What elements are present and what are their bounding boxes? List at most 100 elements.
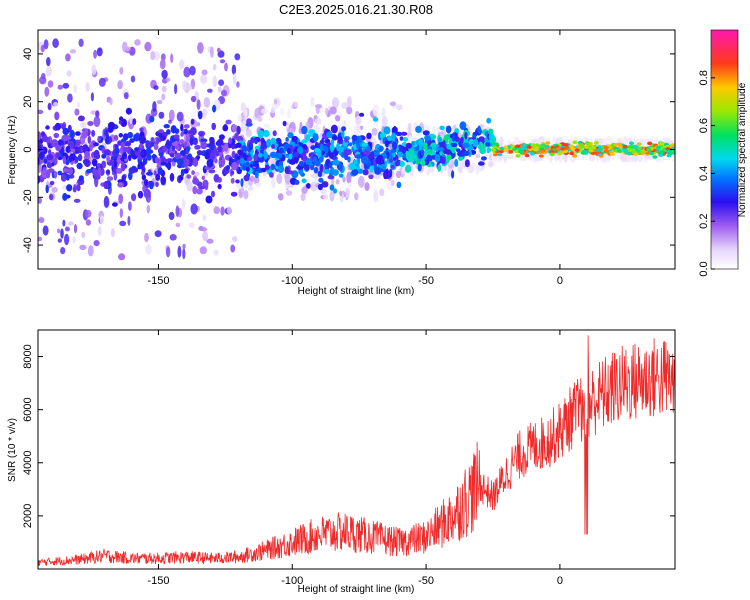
spectral-blob <box>130 148 134 157</box>
spectrogram-x-axis-label: Height of straight line (km) <box>298 286 415 297</box>
spectral-blob <box>76 101 81 108</box>
spectral-blob <box>629 141 634 145</box>
spectral-blob <box>182 80 187 91</box>
spectral-blob <box>197 110 203 120</box>
spectral-blob <box>42 225 49 236</box>
spectral-blob <box>252 160 259 168</box>
spectral-blob <box>192 177 200 185</box>
spectral-blob <box>253 153 258 162</box>
spectral-blob <box>539 144 545 148</box>
spectral-blob <box>145 191 152 203</box>
spectral-blob <box>373 174 381 180</box>
spectral-blob <box>51 186 58 193</box>
spectral-blob <box>347 96 352 108</box>
spectral-blob <box>464 159 470 168</box>
spectral-blob <box>323 169 331 174</box>
spectral-blob <box>73 224 78 234</box>
spectral-blob <box>616 149 622 153</box>
spectral-blob <box>197 42 204 54</box>
spectral-blob <box>270 163 276 170</box>
spectral-blob <box>62 127 70 136</box>
spectral-blob <box>131 193 137 202</box>
spectral-blob <box>425 154 433 162</box>
spectral-blob <box>399 136 404 141</box>
spectral-blob <box>213 206 220 215</box>
spectral-blob <box>157 167 163 175</box>
spectral-blob <box>522 151 528 156</box>
spectral-blob <box>166 139 170 148</box>
spectral-blob <box>161 93 166 101</box>
spectral-blob <box>670 153 675 163</box>
spectral-blob <box>286 147 291 155</box>
spectral-blob <box>68 156 73 163</box>
spectral-blob <box>327 175 335 180</box>
spectral-blob <box>225 165 231 171</box>
spectral-blob <box>117 182 124 188</box>
spectral-blob <box>417 163 422 172</box>
spectral-blob <box>333 188 338 194</box>
spectral-blob <box>301 125 308 135</box>
spectral-blob <box>207 88 213 93</box>
spectral-blob <box>262 129 270 138</box>
spectral-blob <box>206 238 214 244</box>
spectral-blob <box>593 141 599 145</box>
spectral-blob <box>113 162 117 168</box>
spectral-blob <box>468 138 474 145</box>
spectral-blob <box>177 158 184 166</box>
spectral-blob <box>602 156 607 162</box>
spectral-blob <box>280 107 285 116</box>
spectral-blob <box>93 49 97 59</box>
spectral-blob <box>208 169 216 174</box>
spectral-blob <box>66 184 73 192</box>
snr-x-ticks: -150 -100 -50 0 <box>147 330 563 587</box>
spectral-blob <box>458 155 464 161</box>
spectral-blob <box>146 154 152 161</box>
spectral-blob <box>499 136 504 146</box>
spectral-blob <box>376 154 384 164</box>
spectral-blob <box>231 64 237 75</box>
y-tick-label: 4000 <box>22 451 34 475</box>
spectral-blob <box>217 86 222 93</box>
spectral-blob <box>62 219 66 227</box>
spectral-blob <box>341 126 347 132</box>
spectral-blob <box>186 174 192 179</box>
spectral-blob <box>324 107 329 115</box>
spectral-blob <box>38 109 44 115</box>
spectral-blob <box>392 151 396 158</box>
spectral-blob <box>477 125 482 134</box>
spectral-blob <box>176 111 184 122</box>
spectral-blob <box>200 138 208 143</box>
spectral-blob <box>254 138 258 145</box>
spectral-blob <box>46 154 54 161</box>
spectral-blob <box>231 170 235 175</box>
spectral-blob <box>104 149 111 156</box>
spectral-blob <box>179 59 185 70</box>
spectral-blob <box>272 130 277 137</box>
spectral-blob <box>190 203 198 215</box>
spectral-blob <box>357 175 365 188</box>
spectral-blob <box>314 160 321 167</box>
spectral-blob <box>257 129 264 139</box>
spectral-blob <box>346 149 352 156</box>
spectral-blob <box>330 139 335 145</box>
spectral-blob <box>175 205 180 217</box>
spectral-blob <box>240 102 247 112</box>
spectral-blob <box>430 142 437 147</box>
spectral-blob <box>492 152 498 157</box>
spectral-blob <box>337 125 341 130</box>
spectral-blob <box>137 190 144 199</box>
spectral-blob <box>90 110 97 115</box>
spectral-blob <box>91 129 96 137</box>
spectral-blob <box>182 248 186 260</box>
spectral-blob <box>351 134 358 141</box>
spectral-blob <box>145 244 152 255</box>
spectral-blob <box>391 179 395 186</box>
spectral-blob <box>125 141 131 147</box>
spectral-blob <box>421 159 426 167</box>
spectral-blob <box>569 151 575 156</box>
spectral-blob <box>648 151 654 156</box>
spectral-blob <box>535 155 540 162</box>
spectral-blob <box>427 140 433 145</box>
spectral-blob <box>54 111 60 121</box>
spectral-blob <box>245 166 250 172</box>
